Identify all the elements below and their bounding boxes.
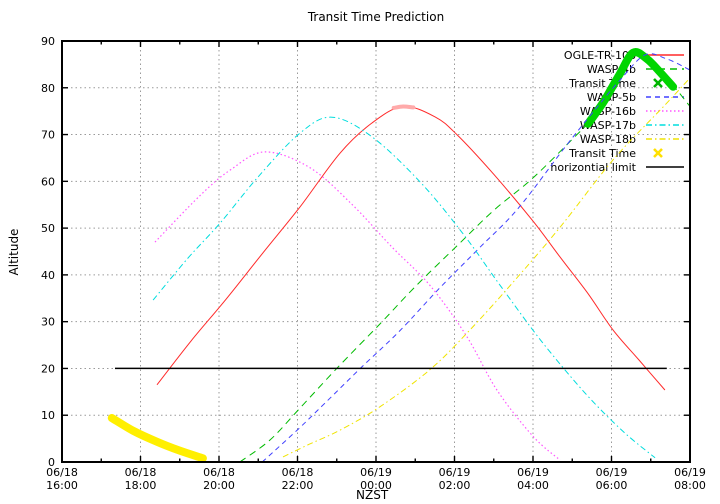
x-tick-time: 04:00 bbox=[517, 479, 549, 492]
y-tick-label: 90 bbox=[41, 35, 55, 48]
legend-label: horizontial limit bbox=[550, 161, 636, 174]
legend-entry-wasp-5b: WASP-5b bbox=[587, 91, 684, 104]
legend-label: WASP-5b bbox=[587, 91, 636, 104]
legend-swatch-cross bbox=[653, 148, 663, 158]
series-transit-time-ogle bbox=[391, 104, 416, 110]
x-tick-time: 22:00 bbox=[282, 479, 314, 492]
axis-ticks bbox=[61, 40, 691, 463]
y-tick-label: 70 bbox=[41, 129, 55, 142]
x-tick-date: 06/18 bbox=[282, 466, 314, 479]
y-tick-label: 50 bbox=[41, 222, 55, 235]
x-tick-time: 18:00 bbox=[125, 479, 157, 492]
series-wasp-18b bbox=[282, 77, 690, 458]
y-axis-title: Altitude bbox=[7, 228, 21, 276]
x-tick-date: 06/18 bbox=[203, 466, 235, 479]
legend-label: WASP-18b bbox=[580, 133, 636, 146]
x-tick-time: 00:00 bbox=[360, 479, 392, 492]
series-transit-time-wasp4b bbox=[584, 48, 678, 128]
y-tick-label: 10 bbox=[41, 409, 55, 422]
x-tick-date: 06/19 bbox=[517, 466, 549, 479]
x-tick-time: 02:00 bbox=[439, 479, 471, 492]
legend-swatch-cross bbox=[653, 78, 663, 88]
legend-label: OGLE-TR-10b bbox=[564, 49, 636, 62]
legend-entry-horizontial-limit: horizontial limit bbox=[550, 161, 684, 174]
y-tick-label: 30 bbox=[41, 316, 55, 329]
x-tick-time: 06:00 bbox=[596, 479, 628, 492]
x-tick-time: 16:00 bbox=[46, 479, 78, 492]
x-tick-date: 06/18 bbox=[125, 466, 157, 479]
x-tick-date: 06/18 bbox=[46, 466, 78, 479]
legend-label: Transit Time bbox=[568, 77, 636, 90]
legend-entry-ogle-tr-10b: OGLE-TR-10b bbox=[564, 49, 684, 62]
y-tick-label: 0 bbox=[48, 456, 55, 469]
series-group bbox=[107, 48, 690, 462]
series-ogle-tr-10b bbox=[156, 105, 666, 391]
series-wasp-5b bbox=[261, 53, 690, 462]
legend-entry-wasp-4b: WASP-4b bbox=[587, 63, 684, 76]
x-tick-labels: 06/1816:0006/1818:0006/1820:0006/1822:00… bbox=[46, 466, 706, 492]
y-tick-label: 40 bbox=[41, 269, 55, 282]
x-tick-date: 06/19 bbox=[674, 466, 706, 479]
chart-title: Transit Time Prediction bbox=[307, 10, 445, 24]
y-tick-labels: 0 10 20 30 40 50 60 70 80 90 bbox=[41, 35, 55, 469]
legend-entry-wasp-18b: WASP-18b bbox=[580, 133, 684, 146]
x-tick-date: 06/19 bbox=[439, 466, 471, 479]
x-tick-time: 08:00 bbox=[674, 479, 706, 492]
series-transit-time-wasp18b bbox=[107, 414, 207, 462]
series-wasp-17b bbox=[152, 116, 656, 459]
x-axis-title: NZST bbox=[356, 488, 389, 502]
series-wasp-16b bbox=[154, 151, 561, 461]
y-tick-label: 60 bbox=[41, 175, 55, 188]
legend-entry-wasp-17b: WASP-17b bbox=[580, 119, 684, 132]
legend-label: Transit Time bbox=[568, 147, 636, 160]
y-tick-label: 80 bbox=[41, 82, 55, 95]
legend-label: WASP-16b bbox=[580, 105, 636, 118]
x-tick-date: 06/19 bbox=[596, 466, 628, 479]
x-tick-date: 06/19 bbox=[360, 466, 392, 479]
x-tick-time: 20:00 bbox=[203, 479, 235, 492]
y-tick-label: 20 bbox=[41, 362, 55, 375]
legend-entry-transit-time: Transit Time bbox=[568, 147, 663, 160]
